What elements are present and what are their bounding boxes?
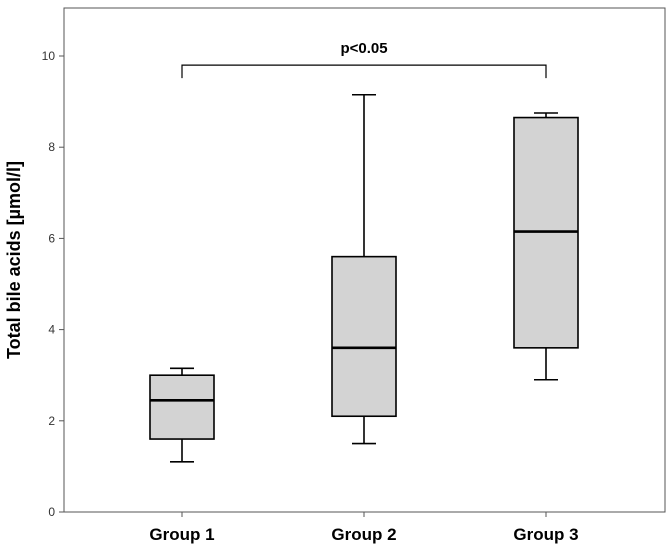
x-category-label: Group 1 (149, 525, 214, 544)
y-axis: 0 2 4 6 8 10 (42, 49, 64, 519)
y-axis-title: Total bile acids [µmol/l] (4, 161, 24, 359)
significance-annotation: p<0.05 (181, 40, 547, 79)
x-category-label: Group 3 (513, 525, 578, 544)
y-tick-label: 2 (48, 414, 55, 428)
significance-label: p<0.05 (340, 40, 387, 57)
box-iqr (149, 374, 215, 440)
box-3 (513, 112, 579, 381)
y-tick-label: 8 (48, 140, 55, 154)
x-axis: Group 1 Group 2 Group 3 (149, 512, 579, 544)
box-2 (331, 93, 397, 445)
y-tick-label: 4 (48, 323, 55, 337)
box-1 (149, 367, 215, 463)
y-tick-label: 10 (42, 49, 56, 63)
x-category-label: Group 2 (331, 525, 396, 544)
y-tick-label: 6 (48, 231, 55, 245)
box-iqr (331, 255, 397, 418)
box-series (149, 93, 579, 463)
y-tick-label: 0 (48, 505, 55, 519)
significance-bracket (181, 64, 547, 79)
